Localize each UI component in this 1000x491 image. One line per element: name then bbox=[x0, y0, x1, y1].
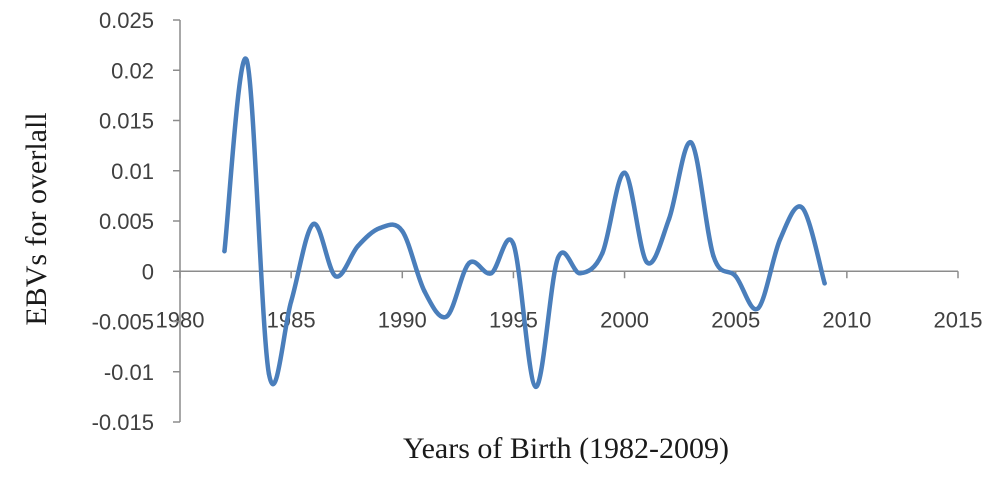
data-point bbox=[266, 371, 272, 376]
data-point bbox=[711, 253, 716, 259]
data-point bbox=[622, 170, 627, 175]
data-point bbox=[288, 299, 294, 304]
x-axis-ticks: 1980 1985 1990 1995 2000 2005 2010 2015 bbox=[156, 307, 983, 332]
data-point bbox=[377, 225, 383, 231]
data-point bbox=[733, 274, 738, 279]
data-point bbox=[822, 281, 827, 286]
data-point bbox=[600, 250, 605, 256]
data-point bbox=[400, 228, 405, 234]
x-tick-label: 1990 bbox=[378, 307, 427, 332]
x-axis-title: Years of Birth (1982-2009) bbox=[403, 432, 729, 465]
y-tick-label: 0.015 bbox=[99, 109, 154, 134]
x-tick-label: 2005 bbox=[711, 307, 760, 332]
data-point bbox=[444, 314, 449, 319]
y-tick-label: -0.015 bbox=[92, 410, 154, 435]
y-axis-title: EBVs for overlall bbox=[20, 112, 53, 325]
x-tick-label: 2010 bbox=[822, 307, 871, 332]
y-tick-label: 0.01 bbox=[111, 159, 154, 184]
data-point bbox=[666, 216, 672, 222]
data-point bbox=[755, 306, 761, 311]
y-tick-label: 0 bbox=[142, 259, 154, 284]
x-tick-label: 1995 bbox=[489, 307, 538, 332]
y-tick-label: -0.01 bbox=[104, 360, 154, 385]
data-point bbox=[422, 289, 427, 294]
data-point bbox=[311, 221, 316, 227]
data-point bbox=[355, 243, 361, 249]
series-layer bbox=[222, 56, 827, 390]
data-point bbox=[689, 140, 694, 145]
data-point bbox=[489, 271, 494, 276]
y-tick-label: -0.005 bbox=[92, 310, 154, 335]
data-point bbox=[577, 271, 583, 276]
data-point bbox=[466, 261, 472, 266]
x-tick-label: 2000 bbox=[600, 307, 649, 332]
data-point bbox=[777, 236, 783, 242]
data-point bbox=[333, 274, 338, 279]
data-point bbox=[244, 58, 249, 63]
x-tick-label: 1985 bbox=[267, 307, 316, 332]
y-tick-label: 0.02 bbox=[111, 58, 154, 83]
data-point bbox=[644, 260, 649, 265]
data-point bbox=[222, 248, 227, 254]
y-tick-label: 0.005 bbox=[99, 209, 154, 234]
data-point bbox=[533, 384, 538, 390]
x-tick-label: 2015 bbox=[934, 307, 983, 332]
y-tick-label: 0.025 bbox=[99, 8, 154, 33]
data-point bbox=[800, 205, 805, 211]
y-axis-ticks: 0.025 0.02 0.015 0.01 0.005 0 -0.005 -0.01 -0.01… bbox=[92, 8, 154, 435]
data-point bbox=[511, 241, 516, 247]
data-point bbox=[555, 255, 561, 261]
